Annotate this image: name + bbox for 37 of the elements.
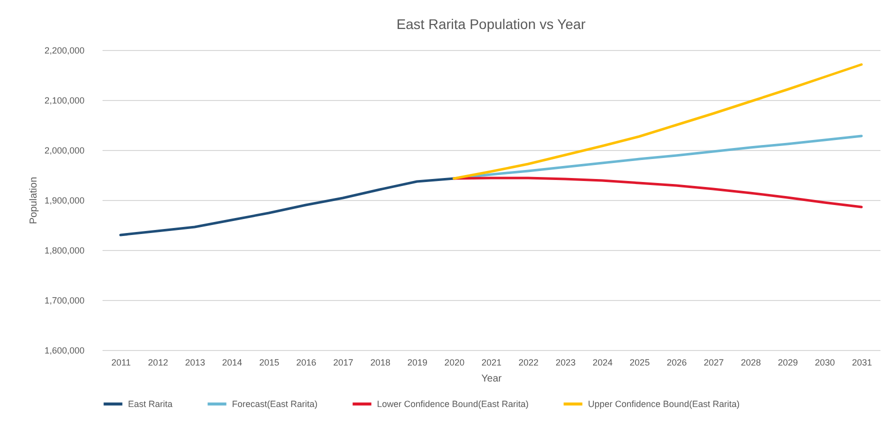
- y-tick-label: 1,800,000: [44, 246, 84, 256]
- x-tick-label: 2027: [704, 358, 724, 368]
- x-tick-label: 2028: [740, 358, 761, 368]
- x-tick-label: 2029: [778, 358, 798, 368]
- x-tick-label: 2021: [481, 358, 502, 368]
- y-tick-label: 1,900,000: [44, 196, 84, 206]
- x-tick-label: 2019: [407, 358, 428, 368]
- x-tick-label: 2011: [111, 358, 131, 368]
- line-series: [119, 177, 456, 236]
- x-tick-label: 2022: [518, 358, 539, 368]
- x-tick-label: 2025: [630, 358, 650, 368]
- legend-label: East Rarita: [128, 399, 173, 409]
- y-tick-label: 2,200,000: [44, 46, 84, 56]
- y-tick-label: 1,700,000: [44, 296, 84, 306]
- y-tick-label: 2,100,000: [44, 96, 84, 106]
- x-tick-label: 2030: [814, 358, 835, 368]
- x-axis-title: Year: [481, 374, 502, 384]
- x-tick-label: 2026: [666, 358, 687, 368]
- y-tick-label: 1,600,000: [44, 346, 84, 356]
- x-tick-label: 2031: [852, 358, 872, 368]
- line-series: [452, 63, 863, 180]
- x-tick-label: 2015: [259, 358, 280, 368]
- x-tick-label: 2020: [444, 358, 464, 368]
- x-tick-label: 2016: [296, 358, 316, 368]
- x-tick-label: 2024: [592, 358, 613, 368]
- x-tick-label: 2014: [222, 358, 242, 368]
- legend-label: Forecast(East Rarita): [232, 399, 318, 409]
- x-tick-label: 2023: [556, 358, 576, 368]
- x-tick-label: 2012: [148, 358, 168, 368]
- x-tick-label: 2017: [333, 358, 354, 368]
- y-tick-label: 2,000,000: [44, 146, 84, 156]
- chart-title: East Rarita Population vs Year: [396, 16, 586, 32]
- x-tick-label: 2013: [185, 358, 206, 368]
- x-tick-label: 2018: [370, 358, 390, 368]
- legend-label: Lower Confidence Bound(East Rarita): [377, 399, 529, 409]
- legend-label: Upper Confidence Bound(East Rarita): [588, 399, 740, 409]
- y-axis-title: Population: [28, 176, 40, 224]
